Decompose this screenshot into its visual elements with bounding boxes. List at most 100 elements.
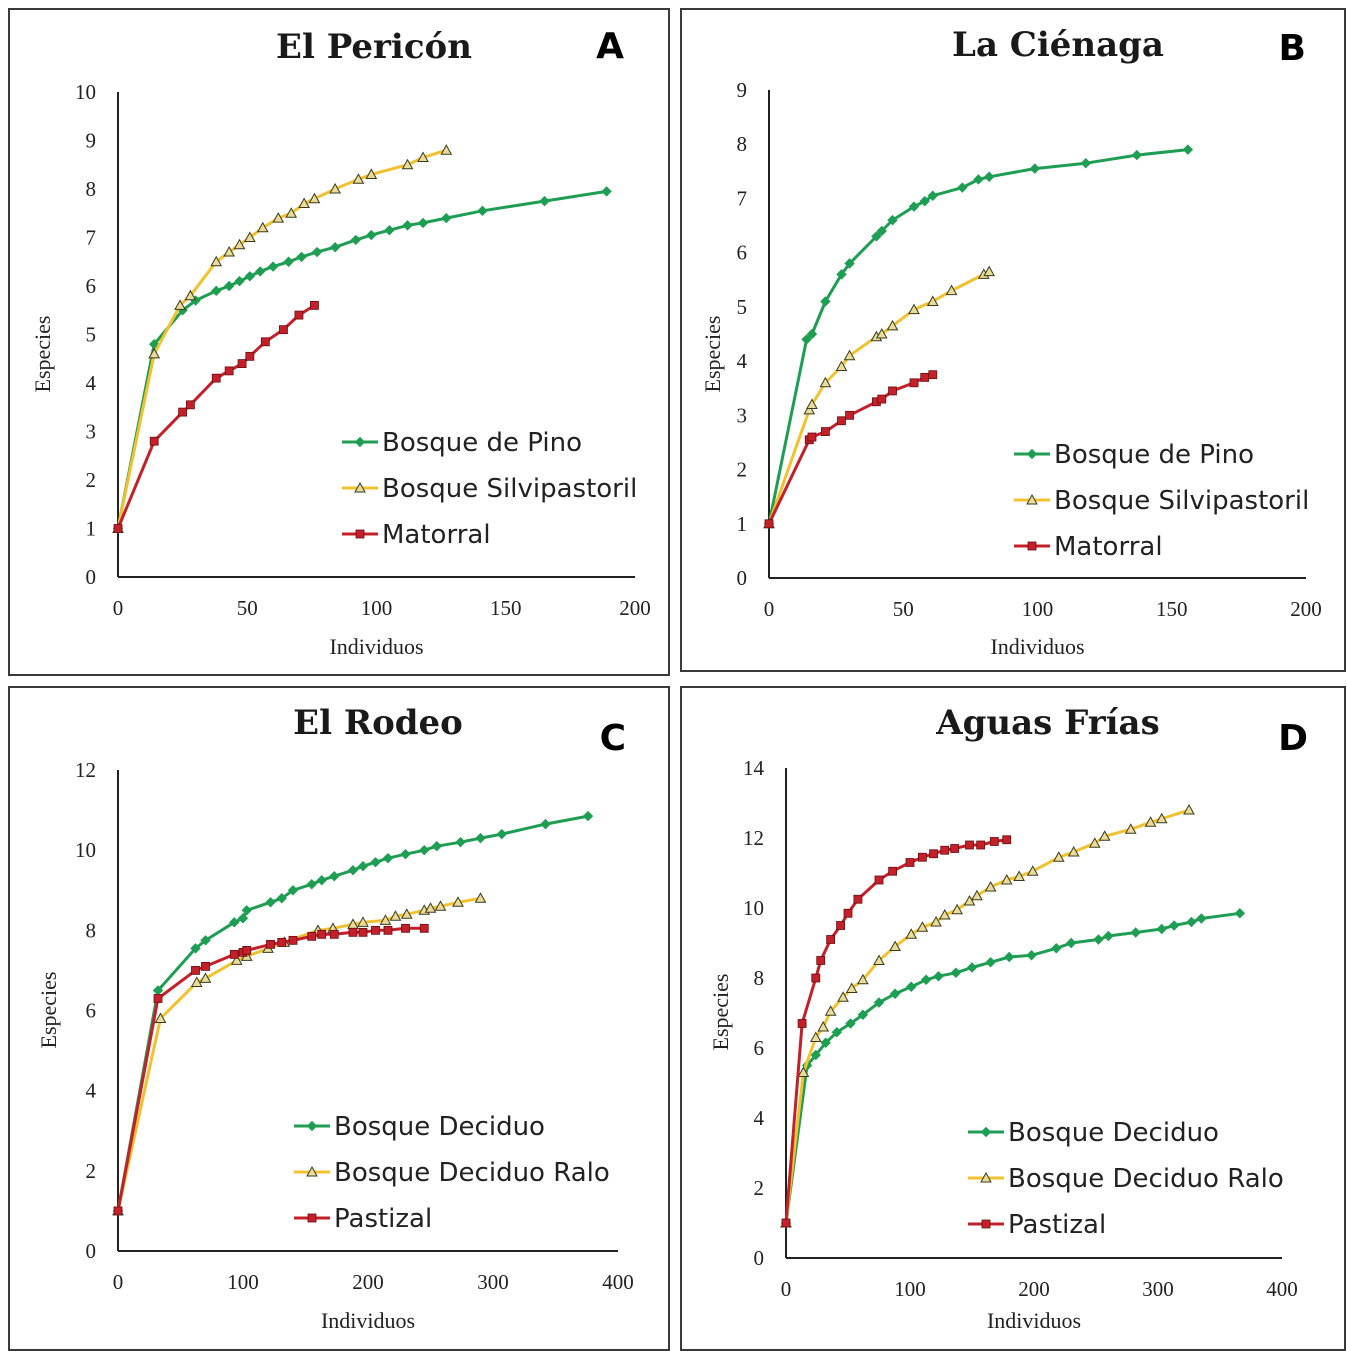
chart-a-data-point — [477, 205, 488, 217]
chart-b-y-tick-label: 6 — [737, 241, 748, 265]
chart-a-data-point — [224, 366, 234, 376]
chart-d-data-point — [965, 840, 974, 850]
chart-d-data-point — [917, 852, 927, 862]
chart-d-y-tick-label: 8 — [754, 966, 765, 990]
chart-b-data-point — [1131, 149, 1143, 161]
chart-c-data-point — [190, 943, 201, 954]
chart-b-data-point — [973, 174, 984, 185]
chart-c-data-point — [191, 966, 200, 975]
chart-c-series-2 — [112, 892, 487, 1216]
chart-c-data-point — [400, 908, 413, 919]
chart-c-data-point — [379, 914, 392, 925]
chart-d-data-point — [1103, 930, 1114, 942]
chart-d-data-point — [845, 1018, 856, 1029]
chart-c-y-tick-label: 6 — [86, 999, 97, 1023]
chart-d-x-tick-label: 200 — [1018, 1277, 1050, 1301]
chart-a-data-point — [279, 325, 288, 335]
chart-c-data-point — [200, 935, 211, 946]
chart-a-y-tick-label: 7 — [86, 226, 97, 250]
chart-c-panel-letter: C — [600, 718, 626, 759]
chart-d-y-tick-label: 10 — [743, 896, 764, 920]
chart-b-data-point — [875, 327, 888, 339]
chart-d-data-point — [1065, 937, 1077, 949]
chart-c-y-tick-label: 8 — [86, 918, 97, 942]
chart-d-data-point — [820, 1037, 831, 1048]
chart-b-data-point — [843, 349, 856, 361]
chart-a-data-point — [417, 217, 429, 229]
chart-b-data-point — [1080, 157, 1092, 169]
chart-d-y-tick-label: 6 — [754, 1036, 765, 1060]
chart-d-series-3 — [781, 835, 1012, 1228]
chart-d-data-point — [985, 957, 996, 968]
chart-a-x-tick-label: 200 — [619, 596, 651, 620]
chart-a-data-point — [244, 271, 256, 282]
chart-b-data-point — [888, 386, 897, 396]
chart-a-data-point — [366, 229, 377, 241]
chart-a-data-point — [401, 158, 414, 170]
chart-a-y-tick-label: 0 — [86, 565, 97, 589]
chart-c-data-point — [455, 836, 466, 848]
chart-b-data-point — [927, 190, 938, 201]
chart-a-data-point — [539, 195, 550, 207]
chart-b-data-point — [983, 265, 996, 277]
chart-a-x-tick-label: 0 — [113, 596, 124, 620]
chart-c-data-point — [276, 893, 287, 904]
chart-d-data-point — [1000, 873, 1013, 885]
chart-d-data-point — [1186, 916, 1197, 928]
chart-b-data-point — [886, 319, 899, 331]
chart-b-y-tick-label: 4 — [737, 349, 748, 373]
chart-c-data-point — [382, 852, 394, 864]
chart-d-data-point — [853, 894, 863, 904]
chart-b-legend-label: Bosque Silvipastoril — [1054, 486, 1309, 516]
chart-d-y-tick-label: 4 — [754, 1106, 765, 1130]
chart-d-y-tick-label: 12 — [743, 826, 764, 850]
chart-d-data-point — [1130, 927, 1141, 938]
chart-a-data-point — [210, 255, 223, 267]
chart-c-data-point — [153, 994, 163, 1003]
chart-d-data-point — [889, 940, 901, 951]
chart-a-data-point — [211, 285, 222, 297]
chart-b-data-point — [1182, 144, 1194, 155]
chart-d-data-point — [845, 982, 858, 993]
chart-a-data-point — [296, 251, 307, 263]
chart-a-data-point — [350, 234, 362, 246]
chart-d-data-point — [930, 915, 942, 927]
chart-d-series-line — [784, 808, 1190, 1224]
chart-c-data-point — [229, 949, 239, 959]
chart-a-x-axis-label: Individuos — [329, 634, 423, 659]
chart-b-legend-label: Matorral — [1054, 532, 1163, 562]
chart-c-x-tick-label: 300 — [477, 1270, 509, 1294]
chart-c-data-point — [287, 885, 299, 896]
chart-d-data-point — [929, 849, 938, 859]
chart-b-data-point — [920, 372, 930, 382]
chart-b-data-point — [803, 403, 816, 415]
chart-d-legend-marker — [981, 1219, 991, 1229]
chart-d-data-point — [874, 875, 884, 885]
chart-b-x-axis-label: Individuos — [990, 634, 1084, 659]
chart-d-data-point — [1183, 803, 1195, 815]
chart-d-data-point — [857, 973, 869, 985]
chart-b-legend-marker — [1026, 493, 1038, 505]
chart-b-x-tick-label: 0 — [764, 597, 775, 621]
chart-c-data-point — [401, 923, 410, 933]
chart-a-y-axis-label: Especies — [30, 316, 55, 393]
chart-b-y-tick-label: 3 — [737, 403, 748, 427]
chart-d-data-point — [1013, 870, 1025, 881]
chart-a-y-tick-label: 5 — [86, 323, 97, 347]
chart-c-data-point — [475, 832, 486, 844]
chart-c-legend-label: Bosque Deciduo — [334, 1112, 545, 1142]
chart-d-data-point — [966, 962, 978, 973]
chart-d-y-tick-label: 0 — [754, 1246, 765, 1270]
chart-a-data-point — [329, 241, 341, 253]
chart-d-data-point — [938, 908, 951, 920]
chart-a-y-tick-label: 8 — [86, 177, 97, 201]
chart-c-data-point — [419, 844, 430, 856]
chart-a-data-point — [185, 400, 195, 410]
chart-c-series-1 — [112, 810, 594, 1217]
chart-c-y-tick-label: 4 — [86, 1079, 97, 1103]
chart-c-data-point — [452, 896, 464, 907]
chart-b-panel-letter: B — [1279, 28, 1306, 69]
chart-a-data-point — [272, 212, 285, 223]
chart-a-data-point — [298, 197, 310, 209]
